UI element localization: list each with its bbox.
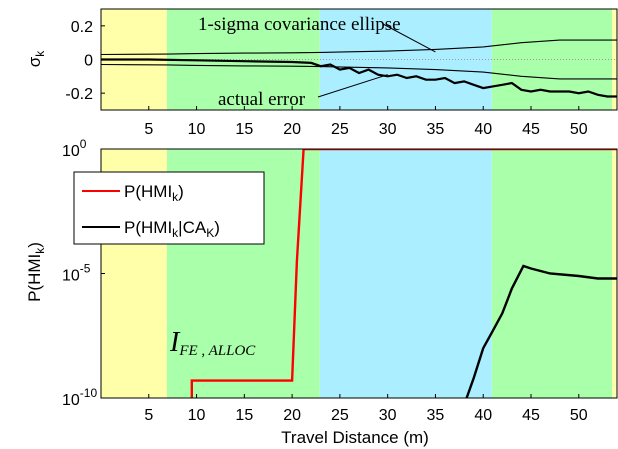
top-series-lines (101, 39, 617, 98)
legend-0-main: P(HMI (124, 182, 172, 201)
legend: P(HMIk) P(HMIk|CAK) (73, 171, 265, 245)
top-region-bands (101, 9, 617, 110)
bottom-band-2 (319, 149, 492, 398)
bottom-x-tick-label-4: 25 (331, 407, 349, 424)
top-x-tick-label-5: 30 (379, 121, 397, 138)
legend-0-sub: k (172, 190, 179, 204)
top-y-tick-label-0: 0.2 (71, 19, 93, 36)
top-x-tick-label-6: 35 (427, 121, 445, 138)
top-chart: 0.2 0 -0.2 5 10 15 20 25 30 35 40 45 50 σk 1-sigma … (25, 8, 618, 138)
top-x-tick-label-0: 5 (144, 121, 153, 138)
bottom-x-tick-label-7: 40 (474, 407, 492, 424)
bottom-y-tick-exp-0: 0 (80, 137, 87, 151)
top-x-tick-label-3: 20 (283, 121, 301, 138)
legend-1-mid: |CA (178, 218, 207, 237)
bottom-y-label-main: P(HMI (25, 254, 44, 302)
top-y-ticks: 0.2 0 -0.2 (65, 19, 105, 103)
bottom-y-tick-label-1: 10-5 (62, 262, 91, 285)
bottom-series-0 (190, 149, 617, 398)
bottom-y-label-end: ) (25, 242, 44, 248)
bottom-x-tick-label-5: 30 (379, 407, 397, 424)
ife-alloc-sub: FE , ALLOC (178, 343, 256, 359)
legend-box (73, 171, 265, 245)
bottom-x-ticks: 5 10 15 20 25 30 35 40 45 50 (144, 394, 588, 424)
top-series-upper (101, 39, 617, 56)
top-x-tick-label-9: 50 (570, 121, 588, 138)
bottom-x-tick-label-1: 10 (188, 407, 206, 424)
bottom-y-label-sub: k (33, 247, 47, 254)
bottom-band-4 (612, 149, 617, 398)
top-x-ticks: 5 10 15 20 25 30 35 40 45 50 (144, 106, 588, 138)
bottom-series-1 (465, 264, 617, 398)
top-x-tick-label-8: 45 (522, 121, 540, 138)
top-x-tick-label-7: 40 (474, 121, 492, 138)
bottom-y-tick-exp-2: -10 (80, 386, 98, 400)
bottom-y-tick-base-2: 10 (62, 392, 80, 409)
top-y-axis-label: σk (25, 50, 47, 68)
bottom-y-tick-exp-1: -5 (80, 262, 91, 276)
bottom-y-axis-label: P(HMIk) (25, 242, 47, 302)
bottom-y-tick-label-0: 100 (62, 137, 87, 160)
top-y-tick-label-1: 0 (84, 53, 93, 70)
bottom-x-tick-label-8: 45 (522, 407, 540, 424)
top-series-error (101, 58, 617, 98)
x-axis-label: Travel Distance (m) (281, 428, 429, 447)
bottom-x-tick-label-0: 5 (144, 407, 153, 424)
top-x-tick-label-4: 25 (331, 121, 349, 138)
bottom-y-tick-base-1: 10 (62, 268, 80, 285)
legend-label-p-hmi-ca: P(HMIk|CAK) (124, 218, 220, 240)
top-x-tick-label-2: 15 (235, 121, 253, 138)
bottom-series-lines (190, 149, 617, 398)
ife-alloc-annotation: IFE , ALLOC (169, 327, 256, 359)
covariance-ellipse-annotation: 1-sigma covariance ellipse (198, 14, 401, 35)
bottom-x-tick-label-9: 50 (570, 407, 588, 424)
legend-label-p-hmi: P(HMIk) (124, 182, 184, 204)
top-y-label-sub: k (33, 50, 47, 57)
legend-1-sub2: K (206, 226, 214, 240)
actual-error-annotation: actual error (218, 89, 306, 110)
top-y-tick-label-2: -0.2 (65, 86, 93, 103)
actual-error-leader (317, 74, 388, 98)
bottom-y-tick-base-0: 10 (62, 143, 80, 160)
bottom-x-tick-label-2: 15 (235, 407, 253, 424)
covariance-ellipse-leader (382, 23, 436, 53)
bottom-x-tick-label-6: 35 (427, 407, 445, 424)
legend-1-sub: k (172, 226, 179, 240)
legend-1-end: ) (214, 218, 220, 237)
legend-1-main: P(HMI (124, 218, 172, 237)
top-y-label-main: σ (25, 56, 44, 67)
top-band-2 (319, 9, 492, 110)
top-x-tick-label-1: 10 (188, 121, 206, 138)
bottom-y-tick-label-2: 10-10 (62, 386, 97, 409)
ife-alloc-main: I (169, 327, 181, 358)
bottom-x-tick-label-3: 20 (283, 407, 301, 424)
legend-0-end: ) (178, 182, 184, 201)
